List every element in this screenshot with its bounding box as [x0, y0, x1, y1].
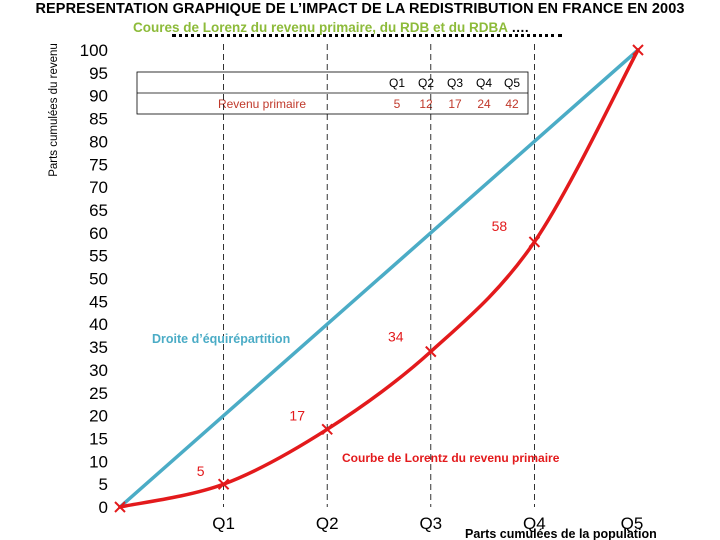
- data-point-marker: [425, 345, 437, 358]
- y-tick-label: 45: [89, 292, 108, 311]
- grid: [223, 44, 535, 507]
- legend-lorenz-curve: Courbe de Lorentz du revenu primaire: [342, 451, 560, 465]
- table-value: 17: [448, 97, 462, 111]
- legend-equality-line: Droite d’équirépartition: [152, 332, 290, 346]
- table-header: Q3: [447, 76, 463, 90]
- y-tick-label: 15: [89, 429, 108, 448]
- y-tick-label: 55: [89, 247, 108, 266]
- y-tick-label: 85: [89, 110, 108, 129]
- y-tick-label: 95: [89, 64, 108, 83]
- data-label: 5: [197, 463, 205, 479]
- data-table: Revenu primaire Q1 Q2 Q3 Q4 Q5 5 12 17 24 42: [136, 71, 529, 115]
- data-point-marker: [632, 44, 644, 56]
- marker-stroke: [632, 44, 644, 56]
- data-label: 34: [388, 329, 404, 345]
- y-tick-label: 0: [99, 498, 108, 517]
- y-tick-label: 35: [89, 338, 108, 357]
- y-ticks: 1009590858075706560555045403530252015105…: [80, 41, 108, 517]
- table-header: Q4: [476, 76, 492, 90]
- annotations: Droite d’équirépartition Courbe de Loren…: [152, 332, 657, 540]
- table-header: Q2: [418, 76, 434, 90]
- data-point-marker: [321, 423, 333, 436]
- table-header: Q1: [389, 76, 405, 90]
- y-tick-label: 100: [80, 41, 108, 60]
- y-tick-label: 80: [89, 132, 108, 151]
- subtitle-trail: ….: [511, 20, 529, 35]
- subtitle-dotted-underline: [172, 22, 562, 37]
- chart-title: REPRESENTATION GRAPHIQUE DE L’IMPACT DE …: [35, 1, 685, 17]
- x-tick-label: Q4: [523, 514, 546, 533]
- y-tick-label: 75: [89, 155, 108, 174]
- y-tick-label: 20: [89, 407, 108, 426]
- x-tick-label: Q2: [316, 514, 339, 533]
- marker-stroke: [425, 345, 437, 358]
- subtitle-text: Coures de Lorenz du revenu primaire, du …: [133, 20, 508, 35]
- y-tick-label: 30: [89, 361, 108, 380]
- x-tick-label: Q3: [419, 514, 442, 533]
- y-tick-label: 70: [89, 178, 108, 197]
- x-ticks: Q1 Q2 Q3 Q4 Q5: [212, 514, 643, 533]
- y-tick-label: 50: [89, 270, 108, 289]
- y-tick-label: 5: [99, 475, 108, 494]
- table-value: 42: [505, 97, 519, 111]
- marker-stroke: [217, 478, 230, 490]
- table-header: Q5: [504, 76, 520, 90]
- table-value: 5: [394, 97, 401, 111]
- table-value: 24: [477, 97, 491, 111]
- x-tick-label: Q5: [621, 514, 644, 533]
- x-axis-label: Parts cumulées de la population: [465, 527, 657, 540]
- marker-stroke: [321, 423, 333, 436]
- data-point-marker: [217, 478, 230, 490]
- y-tick-label: 10: [89, 452, 108, 471]
- y-tick-label: 90: [89, 87, 108, 106]
- table-value: 12: [419, 97, 433, 111]
- data-label: 58: [492, 218, 508, 234]
- series: 5 17 34 58: [114, 44, 644, 513]
- y-tick-label: 25: [89, 384, 108, 403]
- marker-stroke: [114, 501, 126, 513]
- table-row-label: Revenu primaire: [218, 97, 306, 111]
- chart-subtitle: Coures de Lorenz du revenu primaire, du …: [133, 20, 529, 35]
- y-tick-label: 60: [89, 224, 108, 243]
- y-tick-label: 65: [89, 201, 108, 220]
- data-label: 17: [289, 407, 305, 423]
- y-tick-label: 40: [89, 315, 108, 334]
- x-tick-label: Q1: [212, 514, 235, 533]
- data-point-marker: [528, 236, 541, 248]
- equality-line: [118, 48, 640, 509]
- data-point-marker: [114, 501, 126, 513]
- marker-stroke: [528, 236, 541, 248]
